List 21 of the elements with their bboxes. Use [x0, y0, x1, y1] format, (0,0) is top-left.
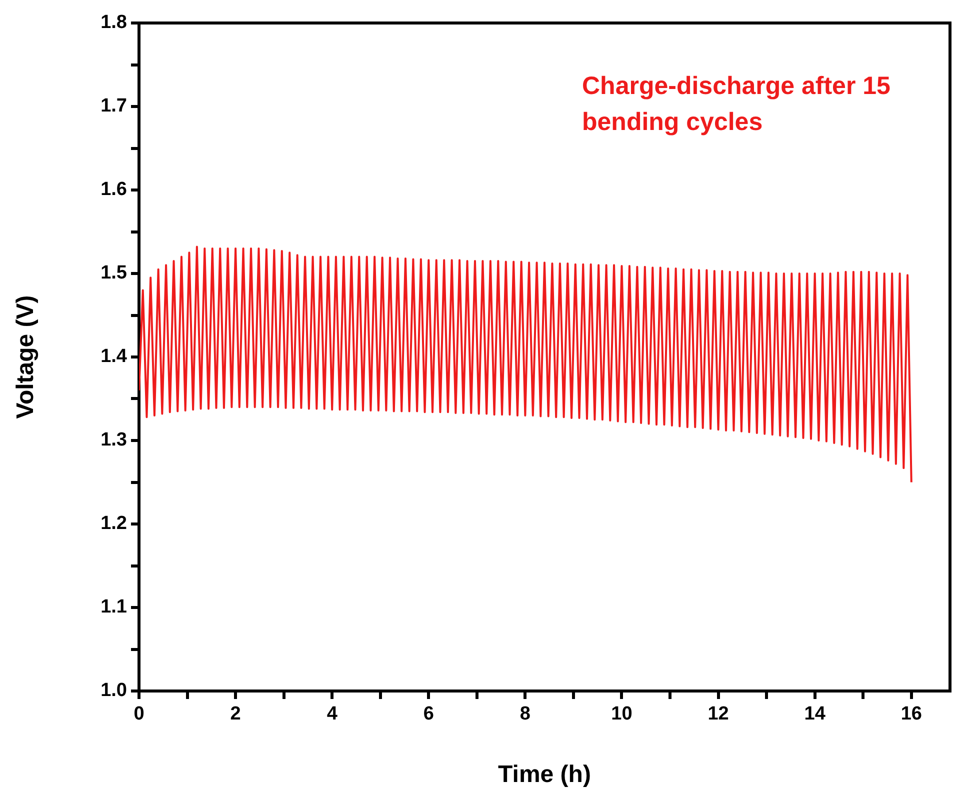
x-tick-label: 2: [230, 704, 241, 725]
y-tick-label: 1.7: [100, 96, 127, 117]
y-axis-title: Voltage (V): [12, 295, 40, 419]
x-tick-label: 14: [804, 704, 826, 725]
annotation: Charge-discharge after 15 bending cycles: [582, 71, 892, 138]
x-axis-title: Time (h): [498, 761, 591, 788]
y-tick-label: 1.5: [100, 262, 128, 284]
y-tick-label: 1.1: [100, 596, 128, 618]
y-tick-label: 1.8: [100, 12, 127, 34]
y-tick-label: 1.0: [100, 680, 127, 702]
y-tick-label: 1.6: [100, 179, 127, 200]
x-tick-label: 12: [708, 704, 729, 725]
x-tick-label: 6: [423, 704, 434, 725]
x-tick-label: 0: [134, 704, 144, 725]
x-tick-label: 16: [900, 704, 922, 725]
y-tick-label: 1.4: [100, 346, 128, 368]
x-tick-label: 8: [520, 704, 530, 725]
y-tick-label: 1.3: [100, 430, 127, 451]
x-tick-label: 4: [326, 704, 338, 725]
x-tick-label: 10: [611, 704, 632, 725]
y-tick-label: 1.2: [100, 513, 127, 534]
